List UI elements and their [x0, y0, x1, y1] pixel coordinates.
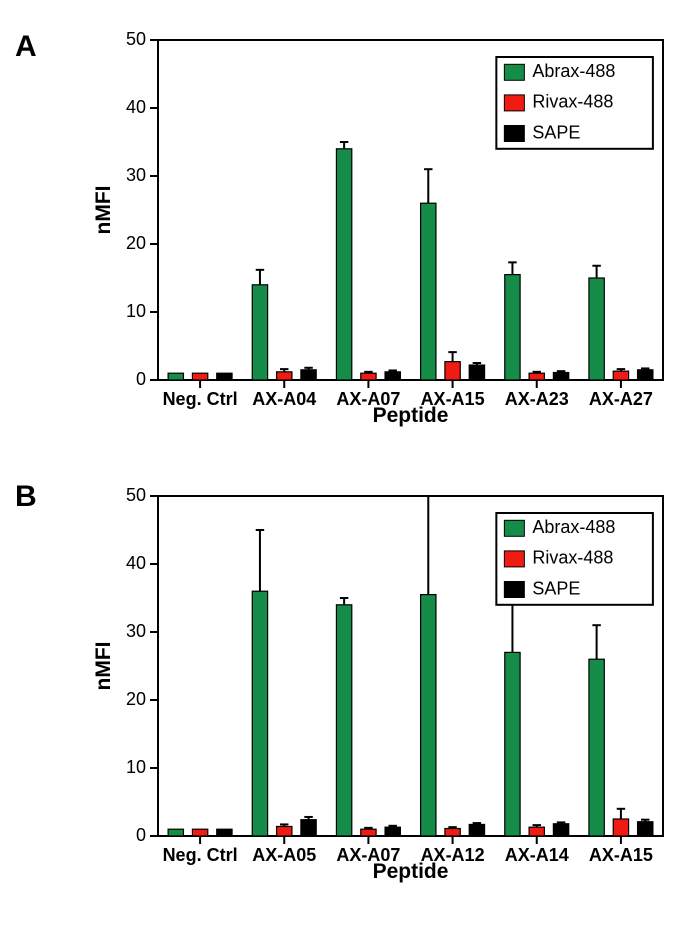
bar — [192, 829, 207, 836]
legend-swatch — [504, 64, 524, 80]
chart-a-svg: 01020304050nMFINeg. CtrlAX-A04AX-A07AX-A… — [80, 22, 680, 442]
y-tick-label: 0 — [136, 825, 146, 845]
bar — [553, 373, 568, 380]
bar — [168, 373, 183, 380]
panel-label-a: A — [15, 30, 37, 64]
chart-a: 01020304050nMFINeg. CtrlAX-A04AX-A07AX-A… — [80, 22, 680, 442]
bar — [192, 373, 207, 380]
bar — [168, 829, 183, 836]
x-tick-label: AX-A27 — [589, 389, 653, 409]
legend-label: SAPE — [532, 122, 580, 142]
legend-label: SAPE — [532, 578, 580, 598]
legend-label: Abrax-488 — [532, 517, 615, 537]
x-axis-title: Peptide — [373, 404, 449, 427]
bar — [277, 372, 292, 380]
x-axis-title: Peptide — [373, 860, 449, 883]
bar — [589, 278, 604, 380]
bar — [336, 149, 351, 380]
bar — [445, 829, 460, 836]
legend-swatch — [504, 520, 524, 536]
bar — [421, 203, 436, 380]
legend-swatch — [504, 551, 524, 567]
chart-b-svg: 01020304050nMFINeg. CtrlAX-A05AX-A07AX-A… — [80, 478, 680, 898]
legend-swatch — [504, 126, 524, 142]
bar — [336, 605, 351, 836]
bar — [469, 365, 484, 380]
bar — [613, 819, 628, 836]
bar — [589, 659, 604, 836]
bar — [385, 827, 400, 836]
x-tick-label: AX-A04 — [252, 389, 316, 409]
y-tick-label: 50 — [126, 29, 146, 49]
chart-b: 01020304050nMFINeg. CtrlAX-A05AX-A07AX-A… — [80, 478, 680, 898]
x-tick-label: Neg. Ctrl — [163, 845, 238, 865]
bar — [553, 824, 568, 836]
bar — [301, 820, 316, 836]
x-tick-label: AX-A14 — [505, 845, 569, 865]
bar — [529, 827, 544, 836]
x-tick-label: AX-A05 — [252, 845, 316, 865]
y-tick-label: 50 — [126, 485, 146, 505]
x-tick-label: Neg. Ctrl — [163, 389, 238, 409]
bar — [613, 371, 628, 380]
y-axis-title: nMFI — [92, 642, 115, 691]
legend-swatch — [504, 582, 524, 598]
y-tick-label: 20 — [126, 233, 146, 253]
bar — [529, 373, 544, 380]
bar — [217, 829, 232, 836]
bar — [361, 829, 376, 836]
panel-label-b: B — [15, 480, 37, 514]
y-tick-label: 10 — [126, 301, 146, 321]
y-tick-label: 0 — [136, 369, 146, 389]
bar — [277, 826, 292, 836]
legend-swatch — [504, 95, 524, 111]
bar — [301, 370, 316, 380]
bar — [505, 275, 520, 380]
y-tick-label: 20 — [126, 689, 146, 709]
legend-label: Abrax-488 — [532, 61, 615, 81]
bar — [385, 372, 400, 380]
bar — [638, 822, 653, 836]
bar — [469, 824, 484, 836]
bar — [445, 362, 460, 380]
bar — [505, 652, 520, 836]
y-tick-label: 40 — [126, 97, 146, 117]
bar — [638, 370, 653, 380]
x-tick-label: AX-A15 — [589, 845, 653, 865]
y-tick-label: 10 — [126, 757, 146, 777]
legend-label: Rivax-488 — [532, 548, 613, 568]
y-axis-title: nMFI — [92, 186, 115, 235]
bar — [252, 285, 267, 380]
legend-label: Rivax-488 — [532, 92, 613, 112]
bar — [252, 591, 267, 836]
bar — [217, 373, 232, 380]
y-tick-label: 30 — [126, 165, 146, 185]
y-tick-label: 30 — [126, 621, 146, 641]
x-tick-label: AX-A23 — [505, 389, 569, 409]
bar — [421, 595, 436, 836]
y-tick-label: 40 — [126, 553, 146, 573]
bar — [361, 373, 376, 380]
